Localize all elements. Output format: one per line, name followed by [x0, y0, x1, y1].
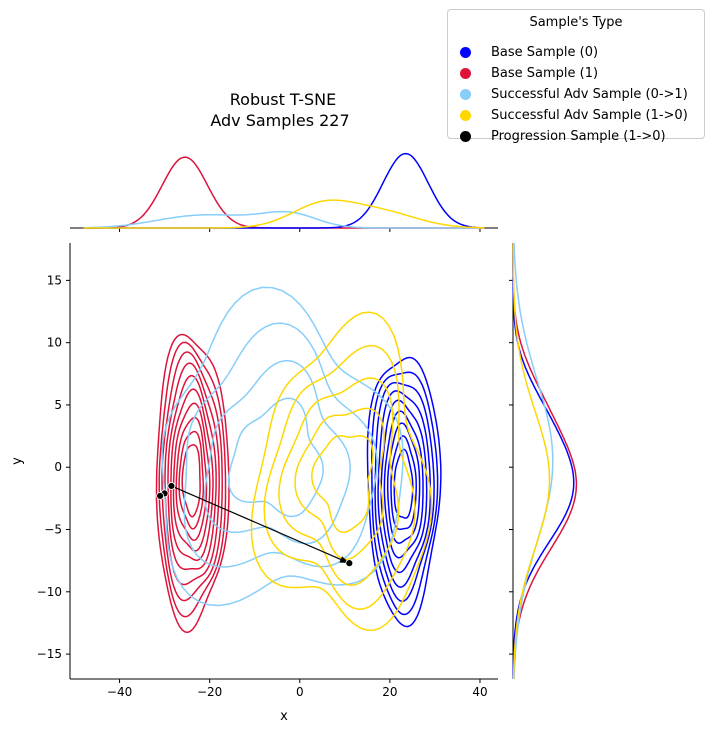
legend-label: Base Sample (0)	[491, 44, 599, 60]
legend: Sample's Type Base Sample (0) Base Sampl…	[447, 9, 705, 144]
kde-contour	[386, 422, 421, 544]
progression-point	[156, 491, 165, 500]
kde-series-3	[250, 311, 433, 631]
x-tick-label: −40	[107, 685, 132, 699]
marginal-x-curve	[83, 199, 485, 229]
legend-label: Successful Adv Sample (1->0)	[491, 107, 688, 123]
legend-marker	[460, 67, 471, 79]
x-tick-label: 40	[472, 685, 487, 699]
progression-point	[167, 482, 176, 490]
legend-entry-adv-1-0: Successful Adv Sample (1->0)	[460, 106, 688, 124]
kde-contour	[311, 435, 374, 534]
marginal-y-curve	[512, 243, 551, 680]
kde-contour	[383, 410, 424, 559]
kde-contour	[161, 351, 223, 602]
kde-contour	[374, 381, 435, 603]
marginal-y-curve	[512, 243, 578, 680]
kde-contour	[263, 344, 416, 610]
kde-contour	[158, 341, 227, 618]
y-axis-label: y	[10, 457, 25, 465]
y-tick-label: −5	[44, 523, 62, 537]
x-tick-label: 20	[382, 685, 397, 699]
kde-contour	[167, 375, 217, 570]
legend-marker	[460, 130, 471, 142]
y-tick-label: −15	[37, 647, 62, 661]
kde-contour	[155, 333, 230, 634]
legend-label: Base Sample (1)	[491, 65, 599, 81]
legend-entry-base-0: Base Sample (0)	[460, 43, 598, 61]
legend-marker	[460, 109, 471, 121]
kde-series-1	[155, 333, 230, 634]
chart-title-line1: Robust T-SNE	[230, 90, 337, 109]
legend-label: Successful Adv Sample (0->1)	[491, 86, 688, 102]
y-tick-label: 0	[54, 460, 62, 474]
legend-title: Sample's Type	[529, 15, 623, 30]
chart-title-line2: Adv Samples 227	[210, 111, 349, 130]
progression-arrow	[171, 485, 350, 564]
x-tick-label: −20	[197, 685, 222, 699]
legend-entry-adv-0-1: Successful Adv Sample (0->1)	[460, 85, 688, 103]
kde-contour	[390, 435, 417, 531]
kde-contour	[161, 286, 404, 607]
kde-contour	[170, 388, 214, 562]
kde-contour	[172, 402, 211, 552]
kde-contour	[377, 390, 432, 588]
kde-contour	[294, 407, 385, 561]
main-kde-plot: −40 −20 0 20 40 −15 −10 −5 0 5 10 15	[37, 243, 498, 699]
kde-series-2	[161, 286, 404, 607]
kde-contour	[371, 371, 439, 616]
marginal-y-curve	[512, 243, 575, 679]
x-tick-label: 0	[296, 685, 304, 699]
marginal-x-plot	[70, 152, 498, 232]
kde-contour	[204, 359, 351, 545]
legend-marker	[460, 46, 471, 58]
kde-contour	[250, 311, 433, 631]
y-tick-label: −10	[37, 585, 62, 599]
kde-contour	[164, 362, 220, 586]
y-tick-label: 15	[47, 273, 62, 287]
legend-marker	[460, 88, 471, 100]
legend-label: Progression Sample (1->0)	[491, 128, 666, 144]
marginal-x-curve	[83, 210, 485, 229]
kde-contour	[183, 322, 378, 568]
kde-contour	[178, 430, 205, 530]
legend-entry-base-1: Base Sample (1)	[460, 64, 598, 82]
kde-contour	[181, 444, 201, 518]
y-tick-label: 5	[54, 398, 62, 412]
marginal-y-curve	[513, 243, 554, 679]
y-tick-label: 10	[47, 336, 62, 350]
kde-contour	[278, 377, 400, 587]
kde-contour	[175, 416, 208, 542]
kde-contour	[227, 397, 324, 518]
progression-point	[345, 559, 354, 568]
legend-entry-progression: Progression Sample (1->0)	[460, 127, 666, 145]
marginal-y-plot	[509, 243, 578, 680]
x-axis-label: x	[280, 709, 288, 724]
